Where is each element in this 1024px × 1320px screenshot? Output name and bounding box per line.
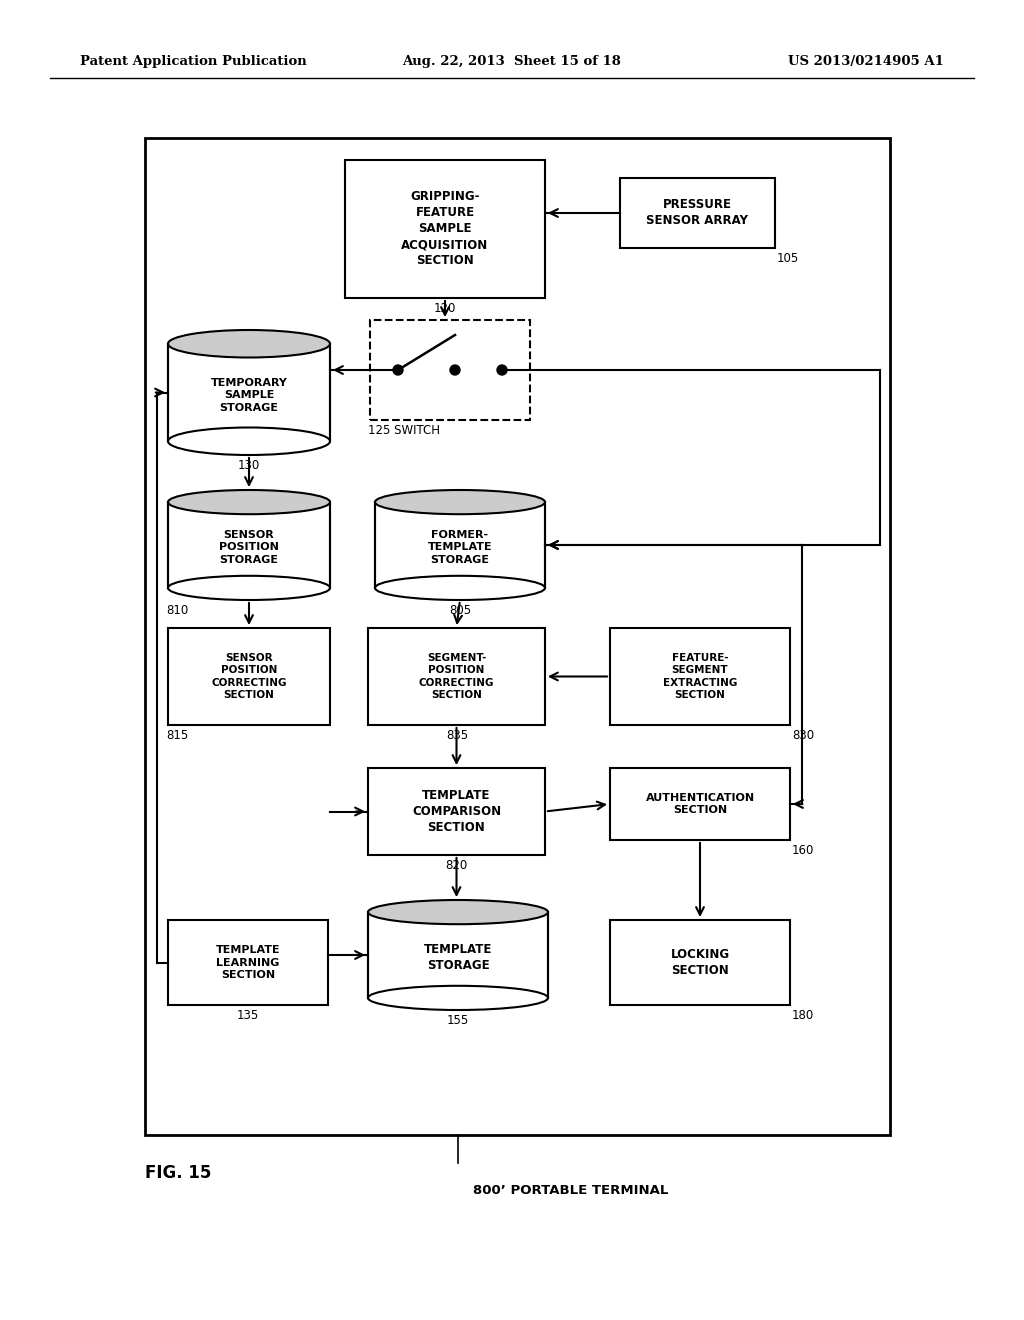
FancyBboxPatch shape [145, 139, 890, 1135]
FancyBboxPatch shape [168, 502, 330, 587]
Text: 805: 805 [449, 605, 471, 616]
Text: 125 SWITCH: 125 SWITCH [368, 424, 440, 437]
Text: TEMPLATE
STORAGE: TEMPLATE STORAGE [424, 942, 493, 972]
Ellipse shape [368, 900, 548, 924]
Text: 135: 135 [237, 1008, 259, 1022]
Text: AUTHENTICATION
SECTION: AUTHENTICATION SECTION [645, 793, 755, 816]
FancyBboxPatch shape [368, 912, 548, 998]
FancyBboxPatch shape [368, 768, 545, 855]
Text: Aug. 22, 2013  Sheet 15 of 18: Aug. 22, 2013 Sheet 15 of 18 [402, 55, 622, 69]
Text: 130: 130 [238, 459, 260, 473]
Text: 160: 160 [792, 843, 814, 857]
Text: SEGMENT-
POSITION
CORRECTING
SECTION: SEGMENT- POSITION CORRECTING SECTION [419, 653, 495, 700]
Circle shape [393, 366, 403, 375]
Ellipse shape [168, 576, 330, 601]
Text: 120: 120 [434, 302, 456, 315]
Circle shape [497, 366, 507, 375]
Text: 820: 820 [445, 859, 468, 873]
Text: SENSOR
POSITION
STORAGE: SENSOR POSITION STORAGE [219, 531, 279, 565]
Ellipse shape [375, 576, 545, 601]
FancyBboxPatch shape [375, 502, 545, 587]
FancyBboxPatch shape [610, 628, 790, 725]
Text: 835: 835 [446, 729, 469, 742]
FancyBboxPatch shape [370, 319, 530, 420]
Text: 800’ PORTABLE TERMINAL: 800’ PORTABLE TERMINAL [473, 1184, 669, 1196]
Ellipse shape [368, 986, 548, 1010]
Text: TEMPLATE
COMPARISON
SECTION: TEMPLATE COMPARISON SECTION [412, 789, 501, 834]
FancyBboxPatch shape [345, 160, 545, 298]
Text: 105: 105 [777, 252, 800, 265]
Text: GRIPPING-
FEATURE
SAMPLE
ACQUISITION
SECTION: GRIPPING- FEATURE SAMPLE ACQUISITION SEC… [401, 190, 488, 268]
Text: FORMER-
TEMPLATE
STORAGE: FORMER- TEMPLATE STORAGE [428, 531, 493, 565]
Ellipse shape [168, 428, 330, 455]
Text: TEMPLATE
LEARNING
SECTION: TEMPLATE LEARNING SECTION [216, 945, 281, 979]
FancyBboxPatch shape [610, 768, 790, 840]
FancyBboxPatch shape [168, 628, 330, 725]
Text: Patent Application Publication: Patent Application Publication [80, 55, 307, 69]
Ellipse shape [168, 330, 330, 358]
Text: SENSOR
POSITION
CORRECTING
SECTION: SENSOR POSITION CORRECTING SECTION [211, 653, 287, 700]
Text: FEATURE-
SEGMENT
EXTRACTING
SECTION: FEATURE- SEGMENT EXTRACTING SECTION [663, 653, 737, 700]
FancyBboxPatch shape [168, 920, 328, 1005]
Text: PRESSURE
SENSOR ARRAY: PRESSURE SENSOR ARRAY [646, 198, 749, 227]
Text: 180: 180 [792, 1008, 814, 1022]
Text: FIG. 15: FIG. 15 [145, 1164, 211, 1181]
Text: 830: 830 [792, 729, 814, 742]
Ellipse shape [375, 490, 545, 515]
Text: 815: 815 [166, 729, 188, 742]
FancyBboxPatch shape [368, 628, 545, 725]
Circle shape [450, 366, 460, 375]
FancyBboxPatch shape [168, 343, 330, 441]
FancyBboxPatch shape [610, 920, 790, 1005]
Text: TEMPORARY
SAMPLE
STORAGE: TEMPORARY SAMPLE STORAGE [211, 378, 288, 413]
Text: LOCKING
SECTION: LOCKING SECTION [671, 948, 729, 977]
Ellipse shape [168, 490, 330, 515]
Text: US 2013/0214905 A1: US 2013/0214905 A1 [788, 55, 944, 69]
FancyBboxPatch shape [620, 178, 775, 248]
Text: 810: 810 [166, 605, 188, 616]
Text: 155: 155 [446, 1014, 469, 1027]
